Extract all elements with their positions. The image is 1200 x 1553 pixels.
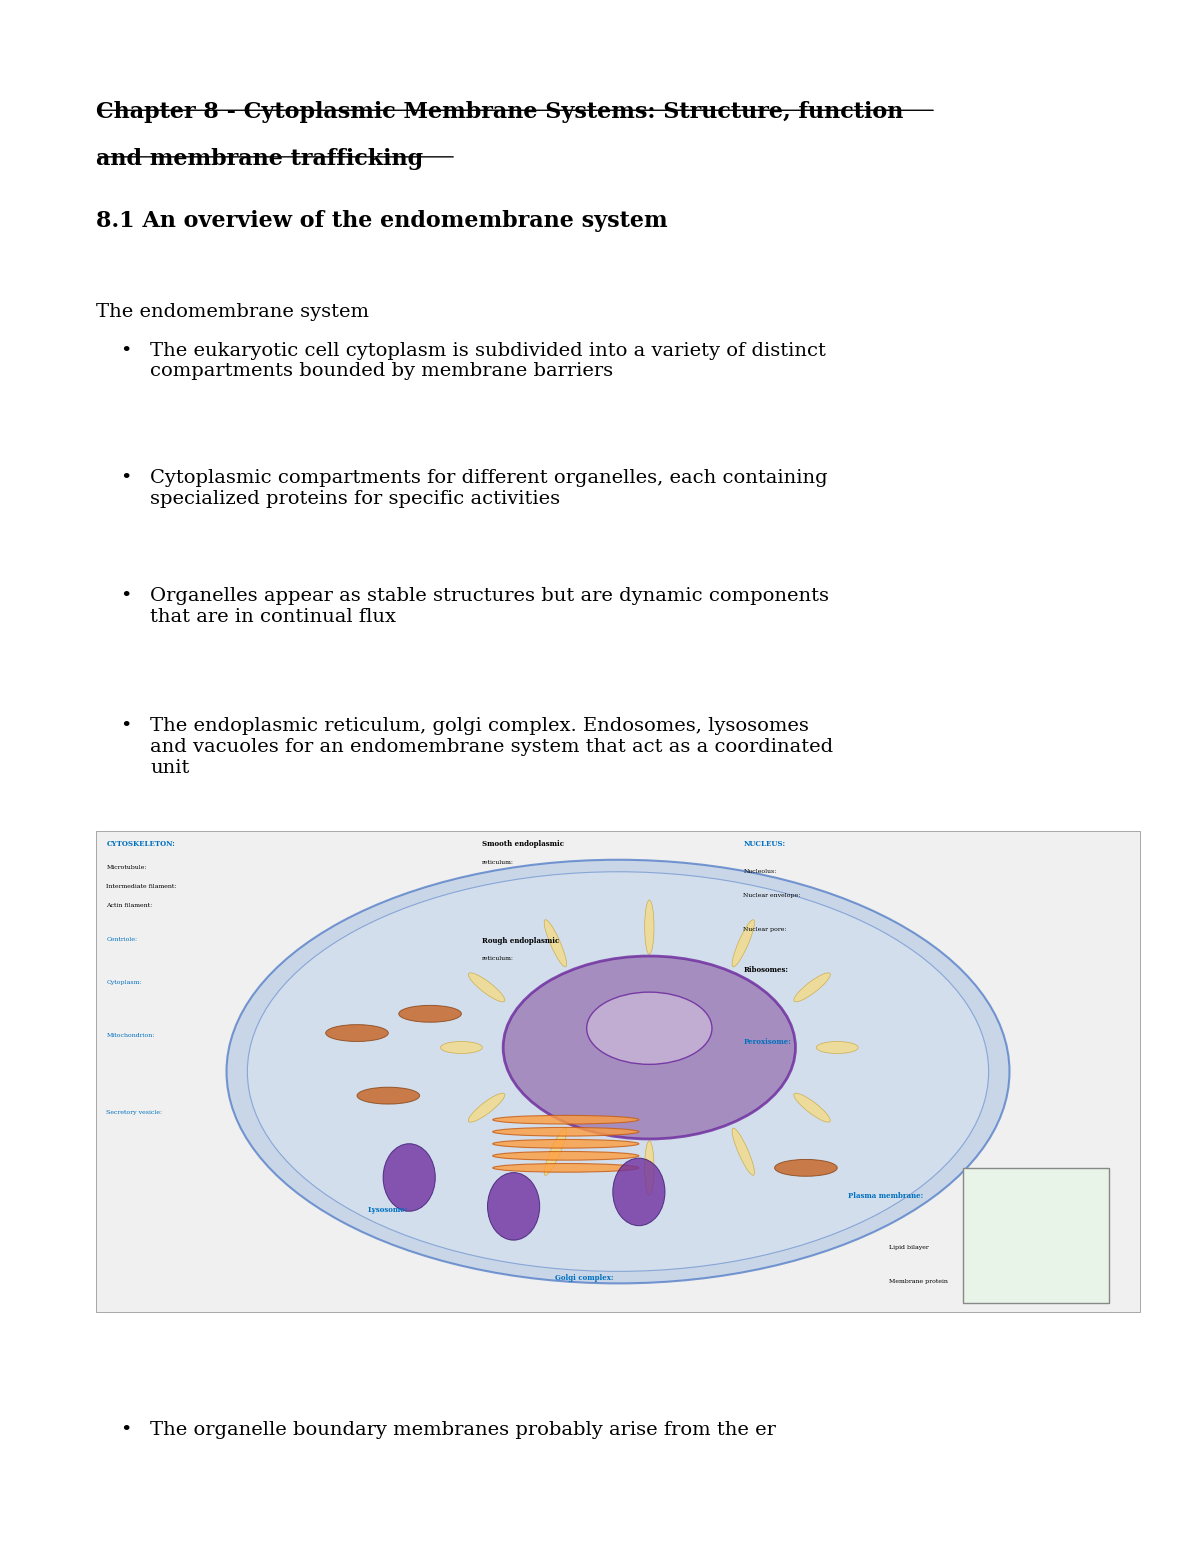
Text: Rough endoplasmic: Rough endoplasmic — [482, 936, 559, 944]
Ellipse shape — [468, 1093, 505, 1123]
Text: The endomembrane system: The endomembrane system — [96, 303, 370, 321]
Ellipse shape — [440, 1042, 482, 1053]
Text: •: • — [120, 342, 131, 360]
Ellipse shape — [398, 1005, 462, 1022]
Text: Nuclear envelope:: Nuclear envelope: — [743, 893, 800, 899]
Text: Ribosomes:: Ribosomes: — [743, 966, 788, 974]
Text: Lipid bilayer: Lipid bilayer — [889, 1246, 929, 1250]
Ellipse shape — [732, 1127, 755, 1176]
Ellipse shape — [775, 1160, 838, 1176]
Ellipse shape — [816, 1042, 858, 1053]
Text: Mitochondrion:: Mitochondrion: — [107, 1033, 155, 1037]
Text: Secretory vesicle:: Secretory vesicle: — [107, 1110, 162, 1115]
Ellipse shape — [493, 1140, 638, 1148]
Text: Peroxisome:: Peroxisome: — [743, 1037, 791, 1045]
Ellipse shape — [732, 919, 755, 968]
Ellipse shape — [544, 1127, 566, 1176]
Ellipse shape — [644, 1141, 654, 1194]
Text: Microtubule:: Microtubule: — [107, 865, 146, 870]
Text: The eukaryotic cell cytoplasm is subdivided into a variety of distinct
compartme: The eukaryotic cell cytoplasm is subdivi… — [150, 342, 826, 380]
Ellipse shape — [325, 1025, 389, 1042]
Text: reticulum:: reticulum: — [482, 957, 515, 961]
Text: Centriole:: Centriole: — [107, 936, 138, 941]
FancyBboxPatch shape — [96, 831, 1140, 1312]
FancyBboxPatch shape — [962, 1168, 1109, 1303]
Ellipse shape — [247, 871, 989, 1272]
Text: Membrane protein: Membrane protein — [889, 1278, 948, 1284]
Ellipse shape — [544, 919, 566, 968]
Text: The organelle boundary membranes probably arise from the er: The organelle boundary membranes probabl… — [150, 1421, 776, 1440]
Text: Smooth endoplasmic: Smooth endoplasmic — [482, 840, 564, 848]
Text: Intermediate filament:: Intermediate filament: — [107, 884, 176, 888]
Text: 8.1 An overview of the endomembrane system: 8.1 An overview of the endomembrane syst… — [96, 210, 667, 231]
Text: •: • — [120, 1421, 131, 1440]
Circle shape — [613, 1159, 665, 1225]
Text: The endoplasmic reticulum, golgi complex. Endosomes, lysosomes
and vacuoles for : The endoplasmic reticulum, golgi complex… — [150, 717, 833, 776]
Ellipse shape — [493, 1163, 638, 1173]
Text: Cytoplasmic compartments for different organelles, each containing
specialized p: Cytoplasmic compartments for different o… — [150, 469, 828, 508]
Text: CYTOSKELETON:: CYTOSKELETON: — [107, 840, 175, 848]
Ellipse shape — [358, 1087, 420, 1104]
Text: Nucleolus:: Nucleolus: — [743, 870, 776, 874]
Text: reticulum:: reticulum: — [482, 860, 515, 865]
Ellipse shape — [493, 1115, 638, 1124]
Circle shape — [487, 1173, 540, 1241]
Text: •: • — [120, 587, 131, 606]
Ellipse shape — [587, 992, 712, 1064]
Text: and membrane trafficking: and membrane trafficking — [96, 148, 424, 169]
Text: •: • — [120, 469, 131, 488]
Text: Golgi complex:: Golgi complex: — [556, 1273, 614, 1281]
Ellipse shape — [644, 901, 654, 954]
Ellipse shape — [468, 972, 505, 1002]
Ellipse shape — [493, 1151, 638, 1160]
Ellipse shape — [794, 972, 830, 1002]
Text: Lysosome:: Lysosome: — [367, 1207, 408, 1214]
Ellipse shape — [503, 957, 796, 1138]
Text: Organelles appear as stable structures but are dynamic components
that are in co: Organelles appear as stable structures b… — [150, 587, 829, 626]
Text: Actin filament:: Actin filament: — [107, 904, 152, 909]
Text: •: • — [120, 717, 131, 736]
Text: Plasma membrane:: Plasma membrane: — [847, 1193, 923, 1200]
Ellipse shape — [794, 1093, 830, 1123]
Text: NUCLEUS:: NUCLEUS: — [743, 840, 786, 848]
Text: Chapter 8 - Cytoplasmic Membrane Systems: Structure, function: Chapter 8 - Cytoplasmic Membrane Systems… — [96, 101, 904, 123]
Ellipse shape — [227, 860, 1009, 1283]
Text: Cytoplasm:: Cytoplasm: — [107, 980, 142, 985]
Ellipse shape — [493, 1127, 638, 1137]
Circle shape — [383, 1143, 436, 1211]
Text: Nuclear pore:: Nuclear pore: — [743, 927, 787, 932]
